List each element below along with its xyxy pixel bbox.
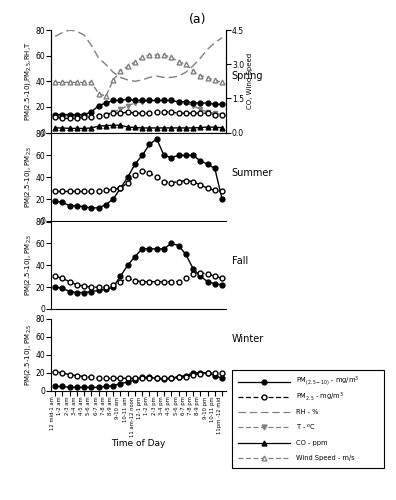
- X-axis label: Time of Day: Time of Day: [111, 440, 166, 448]
- Text: PM$_{(2.5-10)}$ - mg/m$^3$: PM$_{(2.5-10)}$ - mg/m$^3$: [296, 375, 359, 388]
- Text: Winter: Winter: [232, 334, 264, 344]
- Text: Summer: Summer: [232, 168, 273, 178]
- Text: T - $^o$C: T - $^o$C: [296, 422, 316, 432]
- Text: PM$_{2.5}$ - mg/m$^3$: PM$_{2.5}$ - mg/m$^3$: [296, 390, 344, 403]
- Text: Fall: Fall: [232, 256, 248, 266]
- Text: (a): (a): [189, 12, 207, 26]
- Text: RH - %: RH - %: [296, 409, 318, 415]
- Y-axis label: PM(2.5-10),PM$_{2.5}$,RH,T: PM(2.5-10),PM$_{2.5}$,RH,T: [23, 42, 33, 121]
- Y-axis label: PM(2.5-10), PM$_{2.5}$: PM(2.5-10), PM$_{2.5}$: [23, 234, 33, 296]
- Text: CO - ppm: CO - ppm: [296, 440, 327, 446]
- Text: Wind Speed - m/s: Wind Speed - m/s: [296, 455, 354, 461]
- Text: Spring: Spring: [232, 71, 263, 81]
- Y-axis label: CO, Wind Speed: CO, Wind Speed: [247, 53, 253, 110]
- Y-axis label: PM(2.5-10), PM$_{2.5}$: PM(2.5-10), PM$_{2.5}$: [23, 324, 33, 386]
- Y-axis label: PM(2.5-10), PM$_{2.5}$: PM(2.5-10), PM$_{2.5}$: [23, 146, 33, 208]
